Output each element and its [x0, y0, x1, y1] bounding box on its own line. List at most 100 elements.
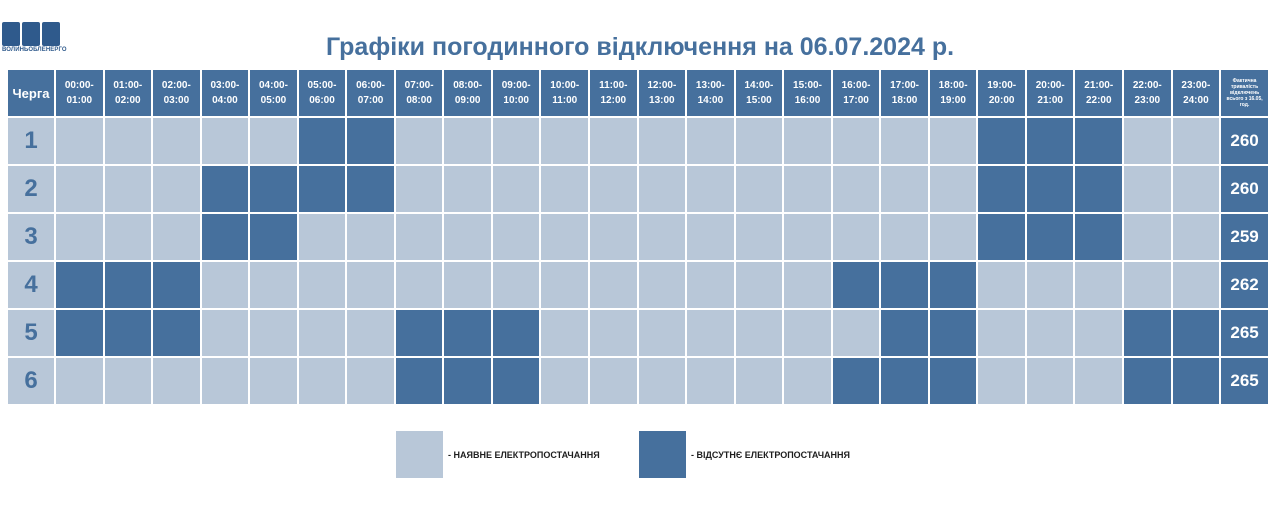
hour-header-18: 18:00- 19:00 [927, 68, 979, 118]
supply-cell [54, 356, 105, 406]
supply-cell [1170, 164, 1222, 214]
hour-to: 10:00 [503, 95, 529, 106]
supply-cell [588, 260, 639, 310]
schedule-body: 1 260 2 260 3 259 4 262 5 265 6 265 [6, 116, 1270, 406]
hour-from: 17:00- [890, 80, 920, 91]
supply-cell [490, 260, 542, 310]
hour-from: 09:00- [501, 80, 531, 91]
legend-absent: - ВІДСУТНЄ ЕЛЕКТРОПОСТАЧАННЯ [639, 431, 850, 478]
hour-header-3: 03:00- 04:00 [199, 68, 251, 118]
hour-from: 06:00- [356, 80, 385, 91]
outage-cell [879, 356, 930, 406]
hour-from: 02:00- [161, 80, 191, 91]
outage-cell [1122, 308, 1173, 358]
hour-to: 07:00 [357, 95, 384, 106]
supply-cell [636, 308, 688, 358]
hour-header-12: 12:00- 13:00 [636, 68, 688, 118]
supply-cell [588, 116, 639, 166]
supply-cell [636, 212, 688, 262]
supply-cell [248, 260, 299, 310]
hour-to: 14:00 [697, 95, 724, 106]
hour-header-10: 10:00- 11:00 [539, 68, 591, 118]
hour-header-20: 20:00- 21:00 [1024, 68, 1076, 118]
hour-to: 05:00 [260, 95, 287, 106]
hour-from: 23:00- [1181, 80, 1211, 91]
supply-cell [588, 308, 639, 358]
supply-cell [345, 212, 396, 262]
legend-available-swatch [396, 431, 443, 478]
outage-cell [345, 164, 396, 214]
supply-cell [442, 260, 493, 310]
supply-cell [685, 164, 736, 214]
outage-cell [1170, 356, 1222, 406]
supply-cell [393, 164, 445, 214]
hour-header-8: 08:00- 09:00 [442, 68, 493, 118]
queue-row-3: 3 259 [6, 212, 1270, 262]
supply-cell [830, 308, 882, 358]
outage-cell [927, 260, 979, 310]
supply-cell [248, 356, 299, 406]
supply-cell [442, 164, 493, 214]
queue-row-5: 5 265 [6, 308, 1270, 358]
hour-from: 04:00- [259, 80, 288, 91]
supply-cell [490, 212, 542, 262]
outage-cell [976, 116, 1027, 166]
supply-cell [879, 212, 930, 262]
supply-cell [539, 116, 591, 166]
hour-header-15: 15:00- 16:00 [782, 68, 833, 118]
supply-cell [685, 308, 736, 358]
supply-cell [1170, 260, 1222, 310]
supply-cell [102, 164, 154, 214]
supply-cell [782, 116, 833, 166]
supply-cell [976, 356, 1027, 406]
supply-cell [782, 308, 833, 358]
hour-header-11: 11:00- 12:00 [588, 68, 639, 118]
outage-cell [1073, 164, 1125, 214]
supply-cell [393, 212, 445, 262]
hour-to: 22:00 [1085, 95, 1112, 106]
queue-row-6: 6 265 [6, 356, 1270, 406]
supply-cell [927, 116, 979, 166]
hour-to: 08:00 [406, 95, 432, 106]
supply-cell [296, 308, 348, 358]
supply-cell [442, 116, 493, 166]
queue-column-header: Черга [6, 68, 56, 118]
hour-header-0: 00:00- 01:00 [54, 68, 105, 118]
supply-cell [733, 356, 785, 406]
supply-cell [54, 212, 105, 262]
header-row: Черга 00:00- 01:00 01:00- 02:00 02:00- 03:00 0… [6, 68, 1270, 118]
hour-to: 02:00 [115, 95, 141, 106]
outage-cell [296, 164, 348, 214]
supply-cell [151, 212, 202, 262]
supply-cell [685, 260, 736, 310]
supply-cell [199, 356, 251, 406]
supply-cell [393, 116, 445, 166]
outage-cell [490, 308, 542, 358]
hour-from: 07:00- [404, 80, 434, 91]
supply-cell [1122, 260, 1173, 310]
hour-to: 24:00 [1183, 95, 1209, 106]
queue-number: 4 [6, 260, 56, 310]
supply-cell [588, 164, 639, 214]
hour-from: 08:00- [453, 80, 483, 91]
supply-cell [199, 308, 251, 358]
hour-from: 00:00- [64, 80, 94, 91]
supply-cell [248, 116, 299, 166]
hour-from: 19:00- [987, 80, 1017, 91]
hour-header-19: 19:00- 20:00 [976, 68, 1027, 118]
supply-cell [296, 212, 348, 262]
supply-cell [199, 116, 251, 166]
outage-cell [1073, 212, 1125, 262]
supply-cell [151, 116, 202, 166]
outage-cell [1024, 164, 1076, 214]
outage-cell [927, 356, 979, 406]
hour-header-7: 07:00- 08:00 [393, 68, 445, 118]
supply-cell [1170, 116, 1222, 166]
supply-cell [1024, 356, 1076, 406]
supply-cell [102, 356, 154, 406]
hour-header-17: 17:00- 18:00 [879, 68, 930, 118]
outage-cell [393, 356, 445, 406]
legend-available-label: - НАЯВНЕ ЕЛЕКТРОПОСТАЧАННЯ [448, 449, 600, 460]
supply-cell [685, 116, 736, 166]
hour-from: 13:00- [695, 80, 725, 91]
